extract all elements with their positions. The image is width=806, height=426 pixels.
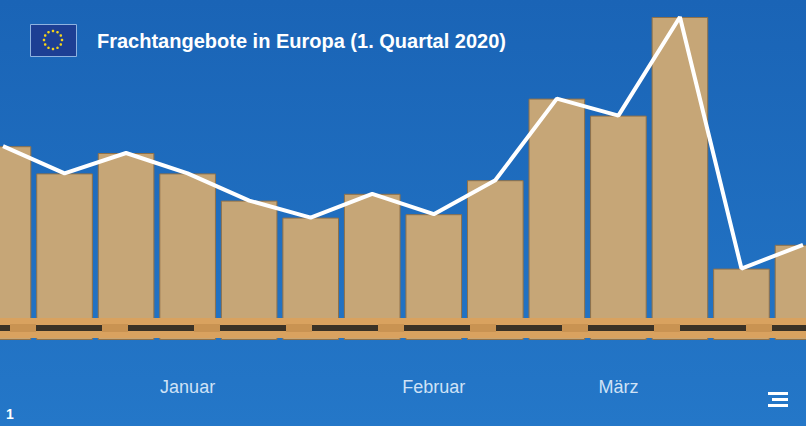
svg-text:Frachtangebote in Europa (1. Q: Frachtangebote in Europa (1. Quartal 202…: [97, 30, 506, 52]
svg-text:1: 1: [6, 406, 14, 422]
svg-text:März: März: [598, 377, 638, 397]
svg-text:Februar: Februar: [402, 377, 465, 397]
svg-text:Januar: Januar: [160, 377, 215, 397]
